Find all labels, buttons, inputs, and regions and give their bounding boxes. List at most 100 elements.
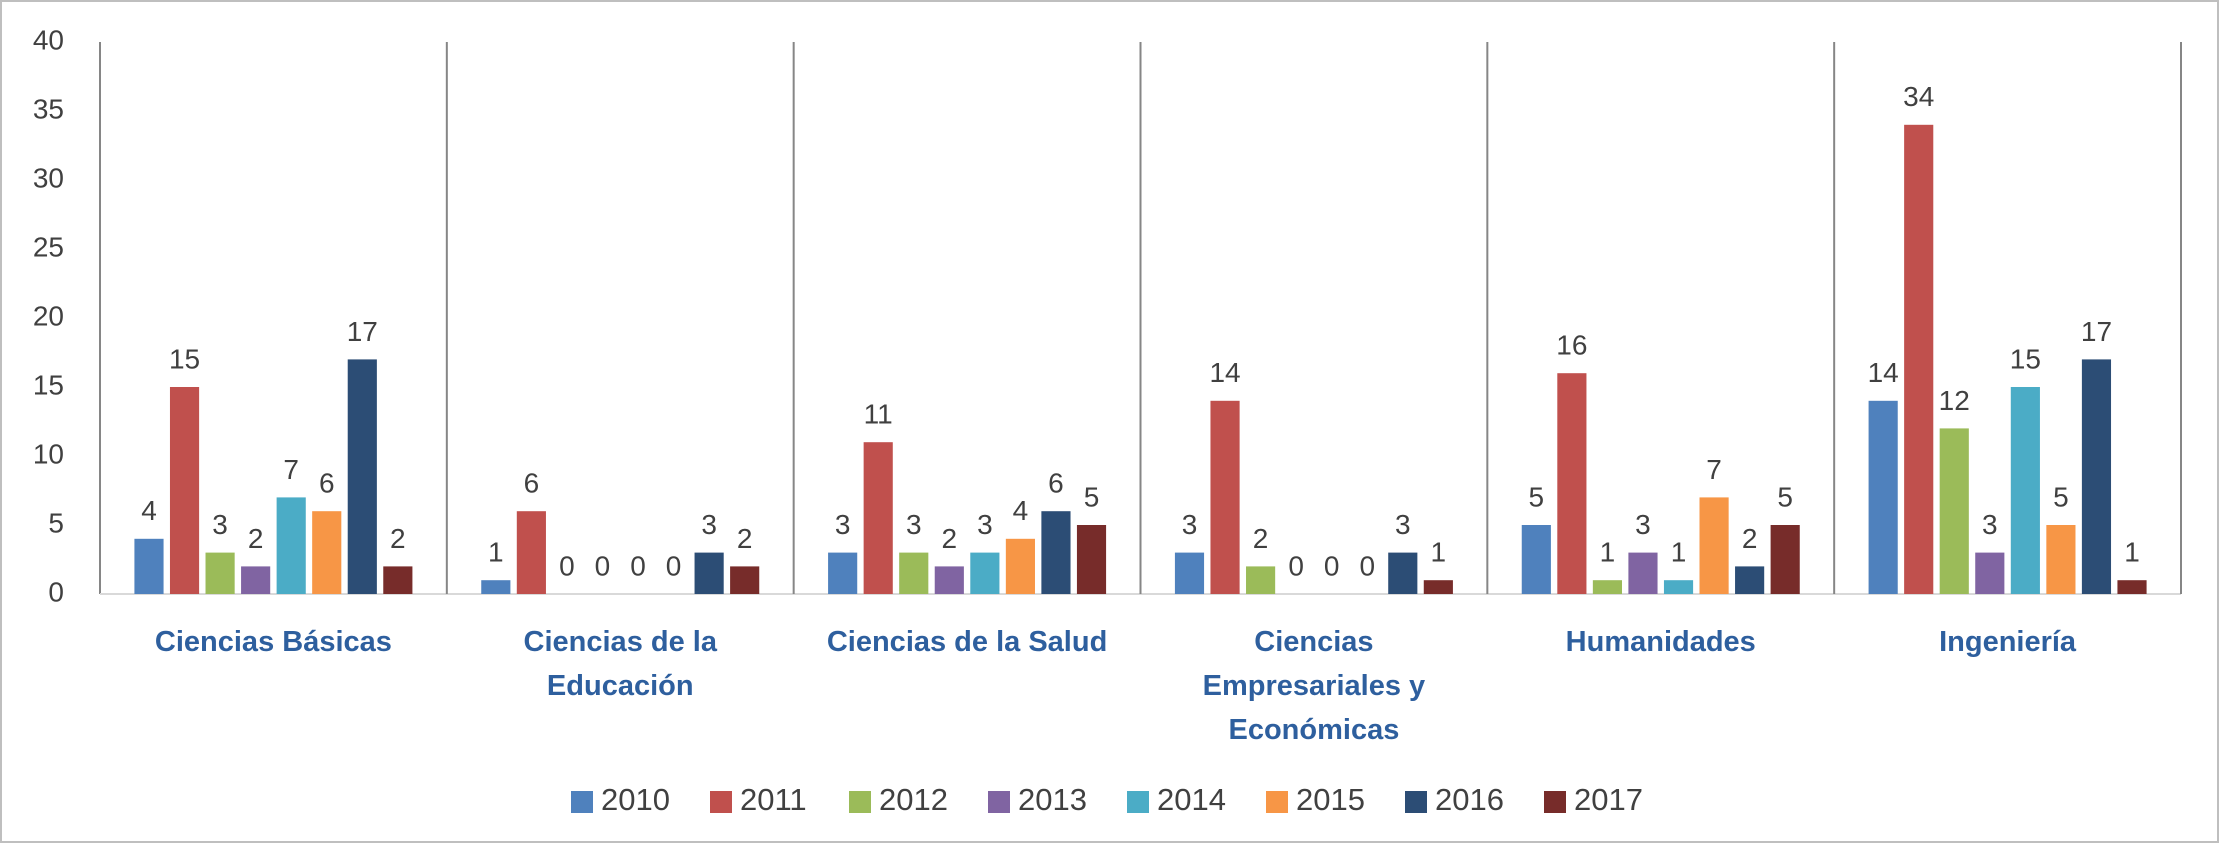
- bar: [1699, 497, 1729, 594]
- legend-swatch: [1266, 791, 1288, 813]
- bar: [1904, 124, 1934, 595]
- data-label: 5: [1084, 481, 1100, 512]
- data-label: 11: [864, 399, 893, 430]
- legend-swatch: [710, 791, 732, 813]
- legend-swatch: [1544, 791, 1566, 813]
- bar: [1388, 552, 1418, 594]
- bar: [347, 359, 377, 594]
- bar: [169, 387, 200, 594]
- legend-swatch: [1127, 791, 1149, 813]
- data-label: 2: [737, 523, 753, 554]
- bar: [276, 497, 306, 594]
- bar: [205, 552, 235, 594]
- legend-label: 2017: [1574, 782, 1643, 817]
- bar: [1628, 552, 1658, 594]
- bar: [1939, 428, 1969, 594]
- y-tick-label: 40: [33, 24, 64, 55]
- bar: [694, 552, 724, 594]
- bar: [312, 511, 342, 594]
- bar: [899, 552, 929, 594]
- legend-swatch: [988, 791, 1010, 813]
- data-label: 1: [1600, 537, 1616, 568]
- bar: [2046, 525, 2076, 594]
- legend-label: 2011: [740, 782, 807, 817]
- data-label: 3: [977, 509, 993, 540]
- data-label: 7: [1706, 454, 1722, 485]
- x-tick-label: Ciencias Básicas: [154, 626, 392, 658]
- bar: [1174, 552, 1205, 594]
- data-label: 15: [169, 343, 200, 374]
- legend-swatch: [849, 791, 871, 813]
- bar: [1770, 525, 1800, 594]
- data-label: 2: [942, 523, 958, 554]
- data-label: 17: [347, 316, 378, 347]
- x-tick-label: Humanidades: [1565, 626, 1756, 658]
- bar: [1076, 525, 1107, 594]
- y-tick-label: 35: [33, 93, 64, 124]
- data-label: 15: [2010, 343, 2041, 374]
- data-label: 3: [1635, 509, 1651, 540]
- data-label: 3: [906, 509, 922, 540]
- data-label: 6: [319, 468, 335, 499]
- bar: [1521, 525, 1551, 594]
- data-label: 34: [1903, 81, 1934, 112]
- data-label: 2: [248, 523, 264, 554]
- data-label: 4: [1013, 495, 1029, 526]
- data-label: 3: [1395, 509, 1411, 540]
- bar: [1246, 566, 1276, 594]
- legend-label: 2014: [1157, 782, 1226, 817]
- data-label: 17: [2081, 316, 2112, 347]
- bar: [1210, 400, 1240, 594]
- y-tick-label: 20: [33, 300, 64, 331]
- x-tick-label: Ciencias de la Educación: [523, 626, 717, 702]
- bar: [1041, 511, 1071, 594]
- y-tick-label: 15: [33, 369, 64, 400]
- data-label: 14: [1209, 357, 1240, 388]
- data-label: 4: [141, 495, 157, 526]
- bar: [383, 566, 413, 594]
- legend-label: 2016: [1435, 782, 1504, 817]
- x-tick-label: Ciencias Empresariales y Económicas: [1202, 626, 1426, 746]
- bar: [134, 538, 164, 594]
- data-label: 3: [701, 509, 717, 540]
- data-label: 6: [524, 468, 540, 499]
- bar: [1663, 580, 1694, 594]
- data-label: 0: [1324, 550, 1340, 581]
- y-tick-label: 0: [48, 576, 64, 607]
- data-label: 2: [1742, 523, 1758, 554]
- bar: [828, 552, 858, 594]
- bar: [1005, 538, 1035, 594]
- data-label: 2: [390, 523, 406, 554]
- legend-label: 2010: [601, 782, 670, 817]
- bar: [1975, 552, 2005, 594]
- data-label: 0: [630, 550, 646, 581]
- data-label: 5: [1777, 481, 1793, 512]
- bar: [241, 566, 271, 594]
- bar: [1868, 400, 1898, 594]
- legend-label: 2015: [1296, 782, 1365, 817]
- data-label: 3: [212, 509, 228, 540]
- legend-label: 2013: [1018, 782, 1087, 817]
- bar: [2010, 387, 2040, 594]
- legend-label: 2012: [879, 782, 948, 817]
- data-label: 3: [1182, 509, 1198, 540]
- data-label: 16: [1556, 330, 1587, 361]
- data-label: 7: [283, 454, 299, 485]
- bar: [934, 566, 964, 594]
- bar: [970, 552, 1000, 594]
- data-label: 5: [2053, 481, 2069, 512]
- legend-swatch: [1405, 791, 1427, 813]
- data-label: 2: [1253, 523, 1269, 554]
- data-label: 0: [559, 550, 575, 581]
- y-tick-label: 25: [33, 231, 64, 262]
- data-label: 0: [1359, 550, 1375, 581]
- data-label: 3: [835, 509, 851, 540]
- data-label: 6: [1048, 468, 1064, 499]
- data-label: 0: [1288, 550, 1304, 581]
- bar: [1735, 566, 1765, 594]
- data-label: 1: [1671, 537, 1687, 568]
- x-tick-label: Ingeniería: [1939, 626, 2077, 658]
